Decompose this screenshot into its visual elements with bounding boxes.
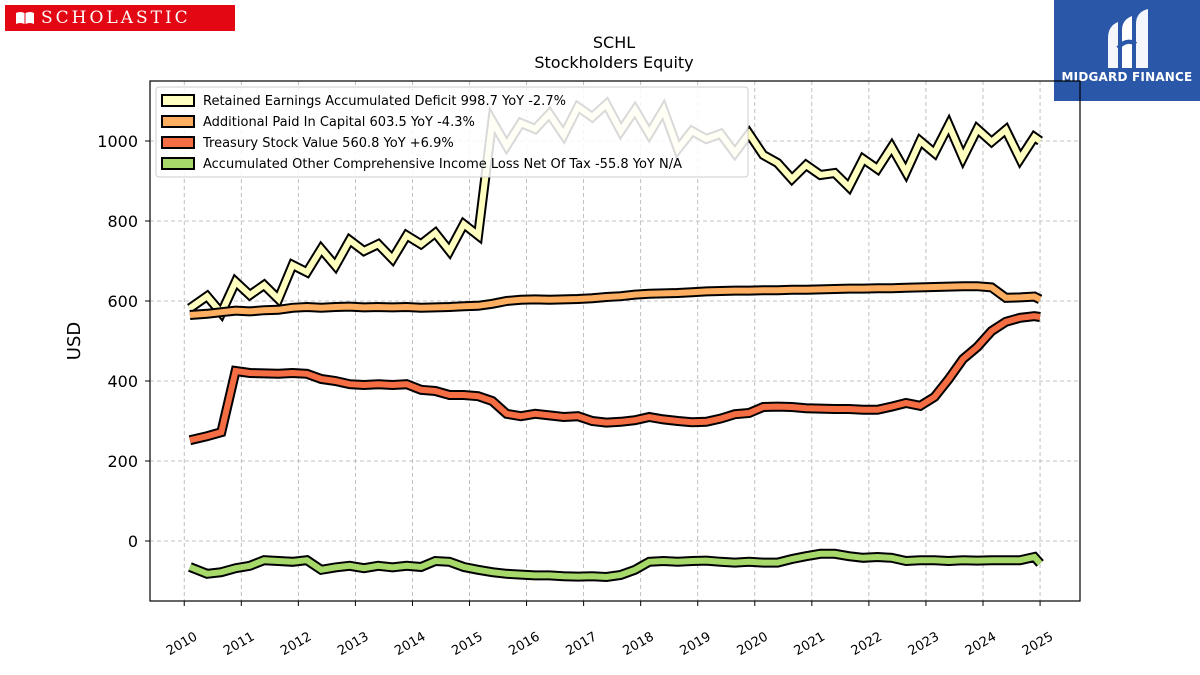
legend-swatch-1	[161, 115, 195, 128]
chart-legend: Retained Earnings Accumulated Deficit 99…	[155, 86, 749, 178]
legend-entry-2: Treasury Stock Value 560.8 YoY +6.9%	[202, 136, 454, 151]
legend-swatch-0	[161, 94, 195, 107]
series-lines	[187, 96, 1044, 583]
x-tick-label: 2021	[792, 629, 828, 659]
legend-box	[155, 86, 749, 178]
midgard-wordmark: MIDGARD FINANCE	[1061, 70, 1193, 84]
x-tick-label: 2016	[506, 629, 542, 659]
series-line-3	[188, 550, 1043, 581]
x-tick-label: 2017	[563, 629, 599, 659]
x-tick-label: 2020	[735, 629, 771, 659]
x-tick-label: 2023	[906, 629, 942, 659]
x-tick-label: 2019	[678, 629, 714, 659]
chart-title: SCHL	[593, 33, 635, 52]
scholastic-wordmark: SCHOLASTIC	[41, 8, 191, 28]
y-tick-label: 600	[107, 292, 138, 311]
midgard-mark-icon	[1108, 9, 1148, 68]
y-tick-label: 200	[107, 452, 138, 471]
x-tick-label: 2018	[621, 629, 657, 659]
x-tick-label: 2013	[335, 629, 371, 659]
legend-swatch-3	[161, 157, 195, 170]
legend-entry-1: Additional Paid In Capital 603.5 YoY -4.…	[203, 115, 475, 130]
x-tick-label: 2025	[1020, 629, 1056, 659]
x-tick-label: 2015	[449, 629, 485, 659]
x-tick-label: 2024	[963, 629, 999, 659]
x-tick-label: 2011	[221, 629, 257, 659]
series-line-2	[189, 313, 1041, 444]
chart-subtitle: Stockholders Equity	[534, 53, 693, 72]
y-tick-label: 1000	[97, 132, 138, 151]
x-tick-label: 2014	[392, 629, 428, 659]
legend-swatch-2	[161, 136, 195, 149]
series-line-1	[189, 283, 1042, 318]
plot-frame	[149, 80, 1081, 602]
y-tick-label: 0	[128, 532, 138, 551]
x-tick-label: 2022	[849, 629, 885, 659]
x-tick-label: 2012	[278, 629, 314, 659]
y-tick-label: 800	[107, 212, 138, 231]
legend-entry-0: Retained Earnings Accumulated Deficit 99…	[203, 94, 566, 109]
scholastic-logo: SCHOLASTIC	[5, 5, 235, 31]
x-tick-label: 2010	[164, 629, 200, 659]
y-tick-label: 400	[107, 372, 138, 391]
midgard-finance-logo: MIDGARD FINANCE	[1054, 0, 1200, 101]
x-axis-ticks: 2010 2011 2012 2013 2014 2015 2016 2017 2018 2019…	[164, 601, 1056, 659]
y-axis-label: USD	[64, 322, 85, 360]
open-book-icon	[16, 12, 34, 24]
legend-entry-3: Accumulated Other Comprehensive Income L…	[203, 157, 682, 172]
y-axis-ticks: 0 200 400 600 800 1000	[97, 132, 150, 551]
